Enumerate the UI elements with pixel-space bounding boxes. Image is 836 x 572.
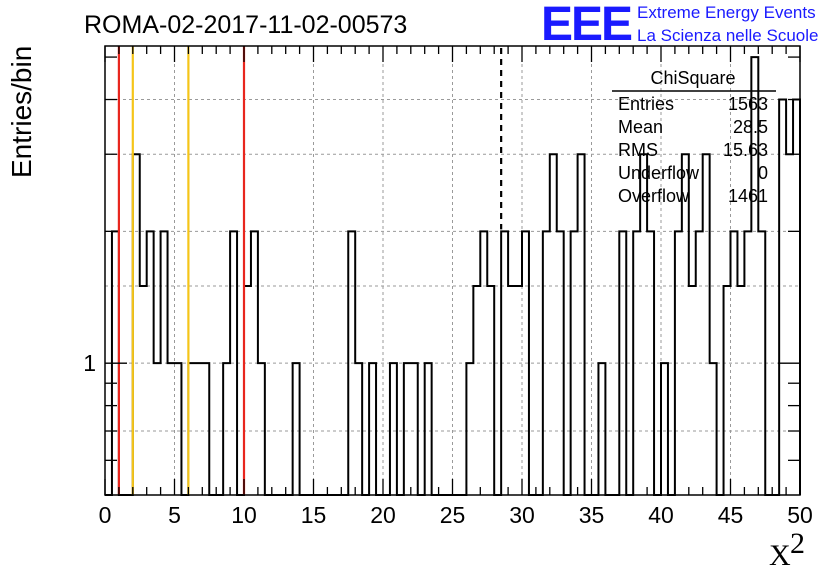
stats-title: ChiSquare — [650, 68, 735, 88]
axis-ticks — [104, 46, 801, 495]
histogram-bin — [710, 363, 717, 495]
stats-row-label: Overflow — [618, 186, 690, 206]
y-axis-label: Entries/bin — [6, 46, 37, 178]
histogram-bin — [390, 363, 397, 495]
histogram-bin — [411, 363, 418, 495]
histogram-bin — [578, 154, 585, 495]
histogram-bin — [487, 286, 494, 495]
histogram-bin — [515, 286, 522, 495]
y-tick-labels: 1 — [83, 350, 96, 376]
histogram-bin — [154, 363, 161, 495]
x-tick-label: 15 — [301, 502, 327, 528]
histogram-bin — [348, 231, 355, 495]
x-tick-labels: 0 5 10 15 20 25 30 35 40 45 50 — [99, 502, 813, 528]
stats-rows: Entries 1563 Mean 28.5 RMS 15.63 Underflow 0 Ove… — [618, 94, 768, 206]
histogram-bin — [473, 286, 480, 495]
stats-row-value: 15.63 — [723, 140, 768, 160]
histogram-bin — [737, 286, 744, 495]
histogram-bin — [251, 231, 258, 495]
stats-row-value: 0 — [758, 163, 768, 183]
logo-line-2: La Scienza nelle Scuole — [637, 26, 818, 45]
histogram-bin — [696, 231, 703, 495]
histogram-bin — [147, 231, 154, 495]
histogram-bin — [425, 363, 432, 495]
x-tick-label: 10 — [231, 502, 257, 528]
histogram-bin — [724, 286, 731, 495]
stats-row-value: 1563 — [728, 94, 768, 114]
histogram-bin — [522, 231, 529, 495]
histogram-bin — [140, 286, 147, 495]
histogram-bin — [744, 231, 751, 495]
histogram-bin — [557, 231, 564, 495]
x-tick-label: 40 — [648, 502, 674, 528]
x-axis-label-superscript: 2 — [790, 527, 805, 560]
logo-line-1: Extreme Energy Events — [637, 3, 816, 22]
histogram-bin — [161, 231, 168, 495]
histogram-bin — [571, 231, 578, 495]
histogram-bin — [647, 231, 654, 495]
histogram-bin — [195, 363, 202, 495]
histogram-bin — [619, 231, 626, 495]
histogram — [105, 56, 801, 496]
stats-row-value: 1461 — [728, 186, 768, 206]
stats-row-label: RMS — [618, 140, 658, 160]
histogram-bin — [202, 363, 209, 495]
stats-box: ChiSquare Entries 1563 Mean 28.5 RMS 15.63 Und… — [612, 68, 776, 206]
histogram-bin — [661, 363, 668, 495]
histogram-bin — [168, 363, 175, 495]
histogram-bin — [550, 154, 557, 495]
stats-row-label: Entries — [618, 94, 674, 114]
histogram-bin — [369, 363, 376, 495]
x-tick-label: 0 — [99, 502, 112, 528]
histogram-bin — [675, 231, 682, 495]
eee-logo: EEE Extreme Energy Events La Scienza nel… — [541, 0, 818, 51]
x-tick-label: 20 — [370, 502, 396, 528]
stats-row-label: Mean — [618, 117, 663, 137]
x-tick-label: 5 — [168, 502, 181, 528]
histogram-bin — [779, 100, 786, 495]
histogram-bin — [598, 363, 605, 495]
histogram-bin — [633, 231, 640, 495]
histogram-bin — [293, 363, 300, 495]
histogram-bin — [689, 286, 696, 495]
x-tick-label: 35 — [579, 502, 605, 528]
histogram-bin — [793, 100, 800, 495]
histogram-bin — [480, 231, 487, 495]
logo-mark: EEE — [541, 0, 632, 51]
histogram-bin — [258, 363, 265, 495]
x-tick-label: 25 — [440, 502, 466, 528]
histogram-outline — [105, 56, 801, 496]
histogram-bin — [758, 231, 765, 495]
histogram-bin — [223, 363, 230, 495]
y-tick-label: 1 — [83, 350, 96, 376]
chart-title: ROMA-02-2017-11-02-00573 — [84, 11, 407, 39]
stats-row-value: 28.5 — [733, 117, 768, 137]
histogram-bin — [508, 286, 515, 495]
histogram-bin — [731, 231, 738, 495]
x-tick-label: 50 — [787, 502, 813, 528]
x-axis-label-symbol: X — [769, 539, 791, 572]
histogram-bin — [543, 231, 550, 495]
histogram-bin — [703, 154, 710, 495]
histogram-bin — [404, 363, 411, 495]
stats-row-label: Underflow — [618, 163, 700, 183]
x-axis-label: X 2 — [769, 527, 805, 572]
x-tick-label: 30 — [509, 502, 535, 528]
reference-lines — [117, 46, 503, 495]
x-tick-label: 45 — [718, 502, 744, 528]
histogram-bin — [786, 154, 793, 495]
histogram-bin — [230, 231, 237, 495]
histogram-bin — [501, 231, 508, 495]
histogram-bin — [355, 363, 362, 495]
histogram-bin — [466, 363, 473, 495]
histogram-bin — [175, 363, 182, 495]
